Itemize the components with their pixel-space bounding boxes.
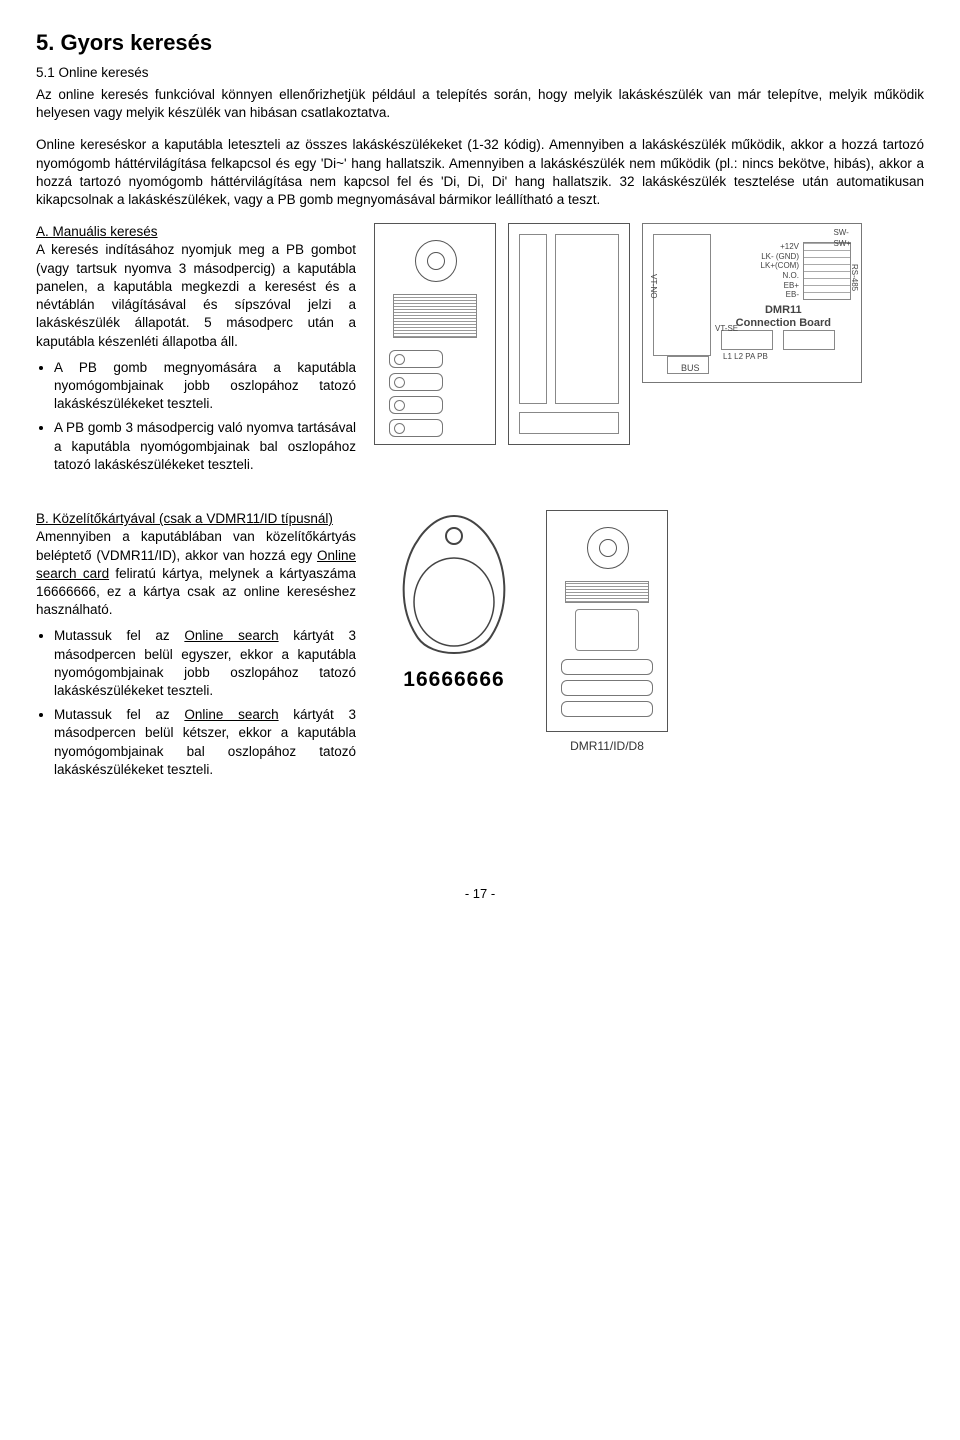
section-a-body: A keresés indításához nyomjuk meg a PB g… — [36, 242, 356, 348]
call-button-icon — [389, 373, 443, 391]
call-button-icon — [561, 701, 653, 717]
subheading: 5.1 Online keresés — [36, 64, 924, 82]
keyfob-number: 16666666 — [374, 666, 534, 694]
panel-model-label: DMR11/ID/D8 — [546, 738, 668, 754]
intro-paragraph: Az online keresés funkcióval könnyen ell… — [36, 86, 924, 122]
doorstation-diagram — [374, 223, 496, 445]
doorstation-back-diagram — [508, 223, 630, 445]
card-reader-icon — [575, 609, 639, 651]
paragraph-2: Online kereséskor a kaputábla leteszteli… — [36, 136, 924, 209]
section-a-title: A. Manuális keresés — [36, 224, 158, 239]
board-pin-labels: +12V LK- (GND) LK+(COM) N.O. EB+ EB- — [761, 242, 799, 300]
call-button-icon — [389, 419, 443, 437]
section-a: A. Manuális keresés A keresés indításáho… — [36, 223, 356, 351]
board-left-label: VT-NO — [647, 274, 658, 298]
connection-board-diagram: VT-NO +12V LK- (GND) LK+(COM) N.O. EB+ E… — [642, 223, 862, 383]
board-bus-label: BUS — [681, 362, 700, 374]
board-topright-label: SW- SW+ — [833, 228, 851, 250]
keyfob-icon — [394, 510, 514, 660]
page-footer: - 17 - — [36, 885, 924, 903]
list-item: A PB gomb megnyomására a kaputábla nyomó… — [54, 359, 356, 414]
section-b-body: Amennyiben a kaputáblában van közelítőká… — [36, 529, 356, 617]
section-a-bullets: A PB gomb megnyomására a kaputábla nyomó… — [36, 359, 356, 474]
call-button-icon — [389, 396, 443, 414]
call-button-icon — [389, 350, 443, 368]
camera-icon — [587, 527, 629, 569]
list-item: Mutassuk fel az Online search kártyát 3 … — [54, 627, 356, 700]
speaker-grille-icon — [565, 581, 649, 603]
page-title: 5. Gyors keresés — [36, 28, 924, 58]
doorstation-id-diagram: DMR11/ID/D8 — [546, 510, 668, 754]
board-title: DMR11 Connection Board — [736, 304, 831, 330]
board-mid-label: VT-SE — [715, 324, 738, 335]
section-b-bullets: Mutassuk fel az Online search kártyát 3 … — [36, 627, 356, 779]
board-ltags: L1 L2 PA PB — [723, 352, 768, 363]
call-button-icon — [561, 680, 653, 696]
section-b: B. Közelítőkártyával (csak a VDMR11/ID t… — [36, 510, 356, 619]
speaker-grille-icon — [393, 294, 477, 338]
board-rs485-label: RS-485 — [848, 264, 859, 291]
list-item: Mutassuk fel az Online search kártyát 3 … — [54, 706, 356, 779]
list-item: A PB gomb 3 másodpercig való nyomva tart… — [54, 419, 356, 474]
section-b-title: B. Közelítőkártyával (csak a VDMR11/ID t… — [36, 511, 333, 526]
camera-icon — [415, 240, 457, 282]
keyfob-diagram: 16666666 — [374, 510, 534, 694]
call-button-icon — [561, 659, 653, 675]
